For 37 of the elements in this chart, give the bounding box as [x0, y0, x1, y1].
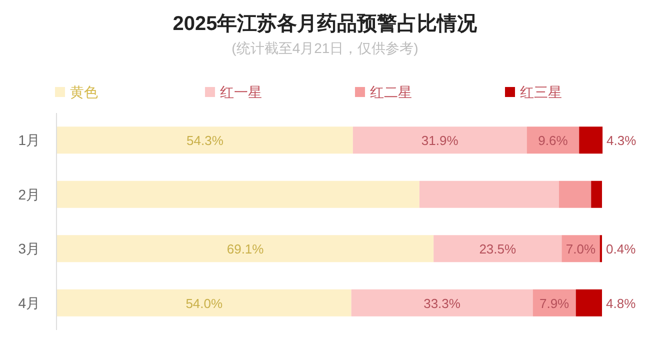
- bar: [558, 180, 592, 208]
- legend-label: 黄色: [70, 84, 98, 100]
- data-label: 33.3%: [424, 296, 461, 311]
- data-label: 54.0%: [186, 296, 224, 311]
- y-tick-label: 4月: [18, 294, 40, 311]
- data-label: 7.9%: [539, 296, 570, 311]
- y-tick-label: 2月: [18, 186, 40, 202]
- data-label: 31.9%: [421, 133, 459, 148]
- bar: [591, 180, 602, 208]
- bar: [419, 180, 559, 208]
- chart-title: 2025年江苏各月药品预警占比情况: [172, 13, 478, 35]
- bar: [562, 235, 600, 262]
- bar: [351, 289, 533, 316]
- y-tick-label: 3月: [18, 240, 40, 257]
- bar: [579, 126, 603, 154]
- legend-label: 红一星: [220, 84, 262, 100]
- data-label: 4.8%: [606, 296, 636, 311]
- bar: [57, 126, 353, 154]
- bar: [352, 126, 527, 154]
- data-label: 0.4%: [606, 242, 636, 257]
- data-label: 69.1%: [226, 242, 264, 257]
- y-tick-label: 1月: [18, 132, 40, 148]
- data-label: 9.6%: [538, 133, 568, 148]
- data-label: 54.3%: [186, 133, 224, 148]
- legend-label: 红三星: [520, 84, 562, 100]
- bar: [57, 180, 420, 208]
- bar: [434, 235, 562, 262]
- data-label: 7.0%: [566, 242, 596, 257]
- legend-label: 红二星: [370, 84, 412, 100]
- data-label: 23.5%: [479, 242, 516, 257]
- chart-subtitle: (统计截至4月21日，仅供参考): [232, 40, 418, 56]
- data-label: 4.3%: [606, 133, 637, 148]
- bar: [532, 289, 576, 316]
- bar: [57, 289, 352, 316]
- bar: [576, 289, 602, 316]
- bar: [57, 235, 434, 262]
- bar: [526, 126, 580, 154]
